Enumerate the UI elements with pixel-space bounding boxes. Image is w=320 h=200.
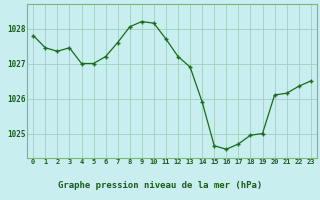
Text: Graphe pression niveau de la mer (hPa): Graphe pression niveau de la mer (hPa) xyxy=(58,181,262,190)
